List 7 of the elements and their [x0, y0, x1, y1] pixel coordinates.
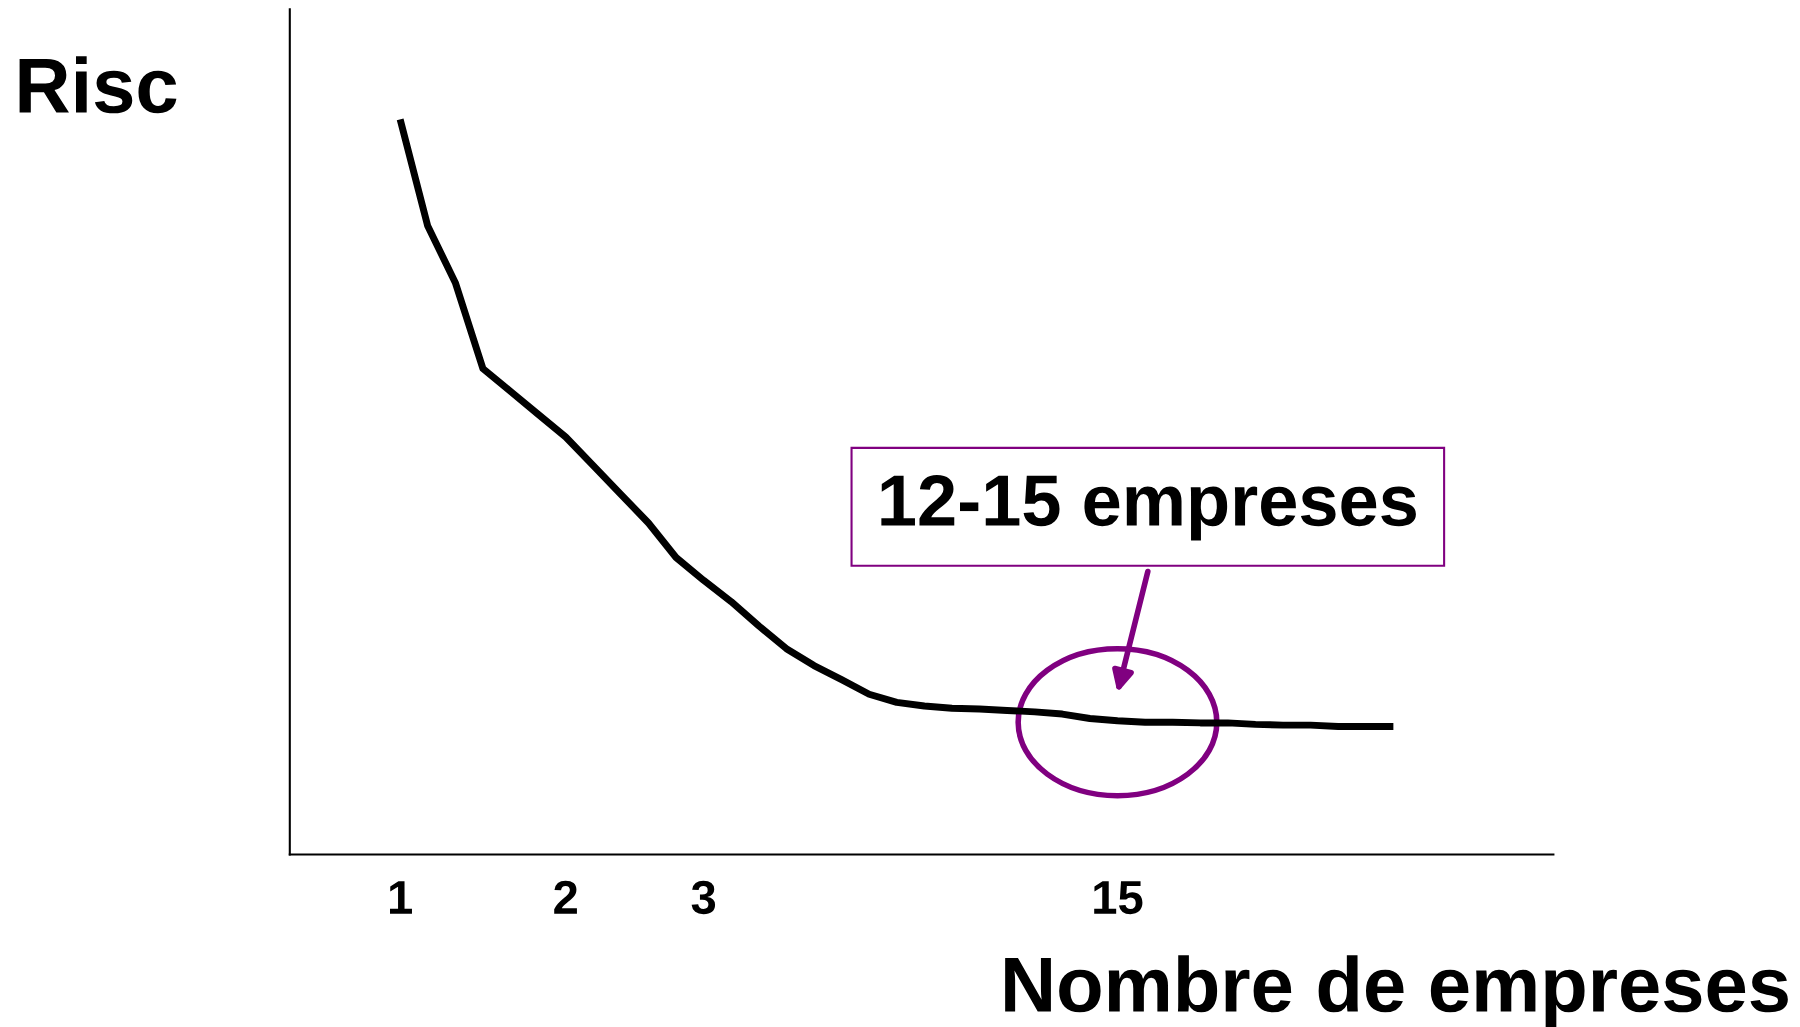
- x-tick-label: 2: [554, 880, 577, 914]
- y-axis-title: Risc: [19, 56, 177, 114]
- x-axis-title: Nombre de empreses: [1005, 955, 1788, 1027]
- x-tick-label: 1: [390, 881, 412, 914]
- x-tick-label: 15: [1094, 881, 1143, 915]
- x-tick-label: 3: [691, 880, 716, 915]
- annotation: 12-15 empreses: [881, 475, 1416, 541]
